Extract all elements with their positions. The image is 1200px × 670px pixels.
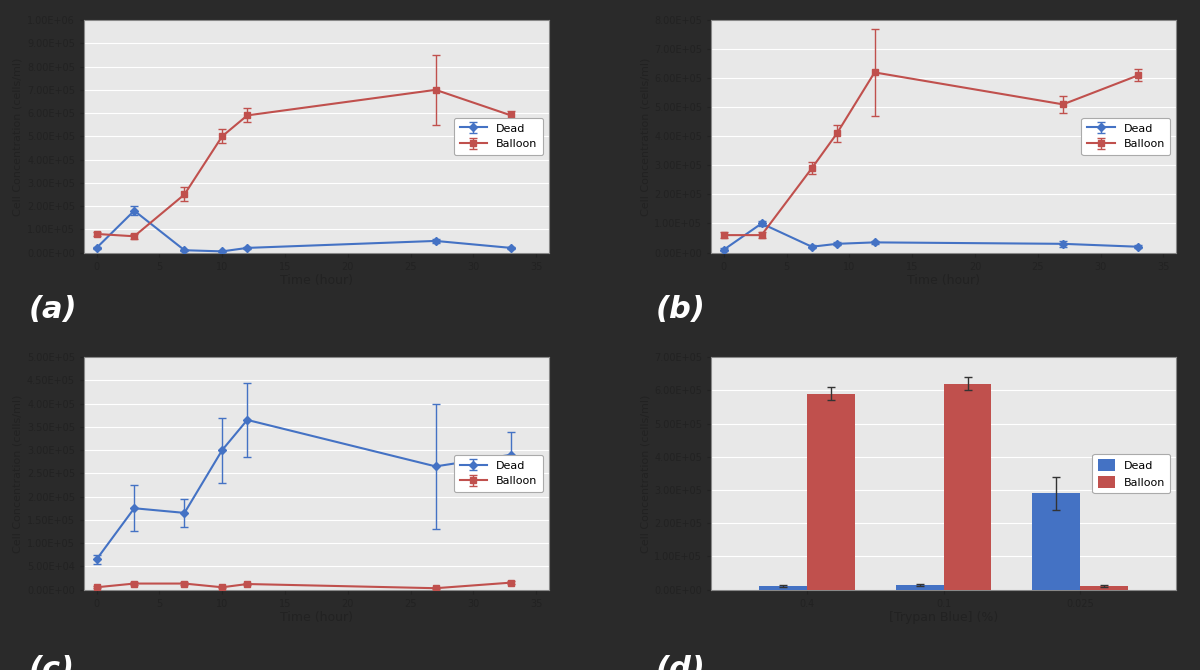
- X-axis label: Time (hour): Time (hour): [280, 274, 353, 287]
- X-axis label: Time (hour): Time (hour): [907, 274, 980, 287]
- Text: (a): (a): [29, 295, 77, 324]
- Bar: [896, 585, 943, 590]
- Legend: Dead, Balloon: Dead, Balloon: [1081, 118, 1170, 155]
- Y-axis label: Cell Concentration (cells/ml): Cell Concentration (cells/ml): [640, 57, 650, 216]
- Y-axis label: Cell Concentration (cells/ml): Cell Concentration (cells/ml): [640, 394, 650, 553]
- Y-axis label: Cell Concentration (cells/ml): Cell Concentration (cells/ml): [13, 57, 23, 216]
- Bar: [760, 586, 806, 590]
- Text: (b): (b): [655, 295, 706, 324]
- Bar: [943, 384, 991, 590]
- Y-axis label: Cell Concentration (cells/ml): Cell Concentration (cells/ml): [13, 394, 23, 553]
- Bar: [806, 394, 854, 590]
- Bar: [1032, 493, 1080, 590]
- X-axis label: [Trypan Blue] (%): [Trypan Blue] (%): [889, 612, 998, 624]
- X-axis label: Time (hour): Time (hour): [280, 612, 353, 624]
- Text: (c): (c): [29, 655, 74, 670]
- Legend: Dead, Balloon: Dead, Balloon: [454, 455, 544, 492]
- Bar: [1080, 586, 1128, 590]
- Legend: Dead, Balloon: Dead, Balloon: [1092, 454, 1170, 493]
- Text: (d): (d): [655, 655, 706, 670]
- Legend: Dead, Balloon: Dead, Balloon: [454, 118, 544, 155]
